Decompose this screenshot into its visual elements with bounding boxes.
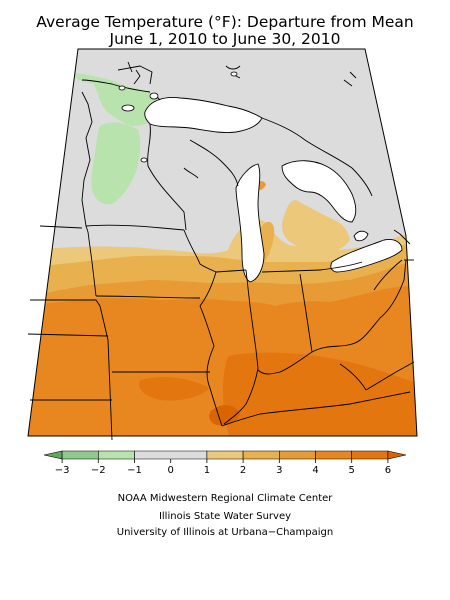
border-kentucky-tennessee <box>221 391 411 427</box>
legend-bin <box>43 450 63 460</box>
border-canada-ontario <box>261 117 373 197</box>
color-legend: −3 −2 −1 0 1 2 3 4 5 6 <box>43 450 407 476</box>
legend-bin <box>134 450 208 460</box>
map-frame <box>27 48 418 437</box>
state-boundaries <box>27 61 415 441</box>
legend-tick-label: −3 <box>55 465 70 476</box>
border-kentucky-virginia <box>339 363 367 391</box>
border-ohio-pennsylvania <box>373 259 403 291</box>
band-5-to-6 <box>222 352 417 436</box>
border-canada-minnesota <box>81 79 151 93</box>
border-ohio-kentucky-wv <box>311 259 407 353</box>
border-indiana-michigan <box>261 269 321 273</box>
legend-bin <box>242 450 280 460</box>
legend-bin <box>315 450 353 460</box>
border-illinois-indiana <box>223 269 259 425</box>
cool-patch-north-minnesota <box>70 72 160 126</box>
river-wisconsin <box>183 167 199 179</box>
legend-bin <box>387 450 407 460</box>
neutral-patch-upper-peninsula <box>150 120 280 162</box>
cool-patch-central-minnesota <box>91 122 141 205</box>
border-nebraska-kansas-missouri <box>99 305 113 441</box>
border-south-dakota-nebraska <box>30 299 101 307</box>
lake-huron <box>281 160 357 223</box>
lake-st-clair <box>353 230 369 242</box>
warm-patch-missouri <box>139 377 210 401</box>
coast-northern-minnesota <box>127 61 141 85</box>
legend-tick-label: 5 <box>349 465 355 476</box>
legend-bin <box>61 450 99 460</box>
border-north-south-dakota <box>39 225 83 229</box>
lake-rainy <box>149 92 159 100</box>
legend-bin <box>206 450 244 460</box>
legend-tick-label: 0 <box>168 465 174 476</box>
lake-winnibigoshish <box>118 85 126 91</box>
lake-nipigon-isle <box>230 71 238 77</box>
credit-agency: NOAA Midwestern Regional Climate Center <box>117 493 333 504</box>
border-iowa-nebraska-west <box>87 231 97 297</box>
lake-erie <box>330 239 403 273</box>
border-illinois-west <box>199 271 223 427</box>
border-indiana-ohio-kentucky <box>257 273 313 375</box>
border-minnesota-iowa <box>85 224 185 231</box>
legend-tick-label: 1 <box>204 465 210 476</box>
border-michigan-ohio <box>319 261 363 271</box>
legend-bin <box>278 450 316 460</box>
lake-mille-lacs <box>140 157 148 163</box>
legend-bin <box>351 450 389 460</box>
lake-red-lake <box>121 104 135 112</box>
border-wisconsin-michigan <box>189 139 239 187</box>
legend-tick-label: −2 <box>91 465 106 476</box>
border-wisconsin-iowa-illinois <box>183 229 247 273</box>
legend-tick-label: 3 <box>276 465 282 476</box>
border-minnesota-dakotas <box>81 91 93 233</box>
legend-tick-label: 6 <box>385 465 391 476</box>
border-iowa-missouri <box>95 295 201 299</box>
small-lakes <box>118 71 238 163</box>
legend-tick-label: 2 <box>240 465 246 476</box>
legend-bin <box>98 450 135 460</box>
islands-northeast <box>343 71 357 87</box>
legend-tick-label: −1 <box>127 465 142 476</box>
lake-michigan <box>235 163 265 283</box>
border-virginia-south <box>365 361 415 391</box>
lake-superior <box>144 97 263 133</box>
map-title: Average Temperature (°F): Departure from… <box>36 13 414 31</box>
warm-patch-lower-michigan <box>282 200 350 252</box>
credit-survey: Illinois State Water Survey <box>158 511 292 522</box>
legend-tick-label: 4 <box>312 465 318 476</box>
credit-university: University of Illinois at Urbana−Champai… <box>116 527 334 538</box>
map-date-range: June 1, 2010 to June 30, 2010 <box>109 30 341 48</box>
great-lakes <box>144 97 403 283</box>
border-minnesota-wisconsin <box>147 123 187 231</box>
